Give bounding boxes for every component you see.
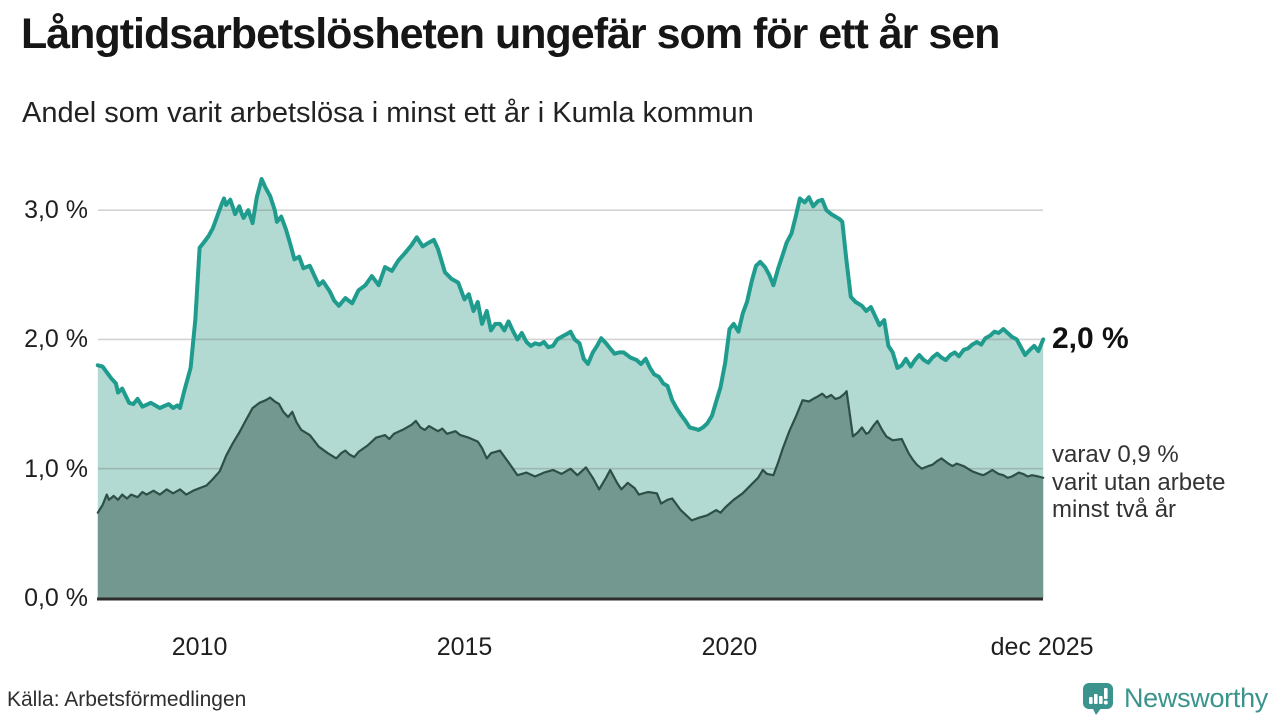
page-title: Långtidsarbetslösheten ungefär som för e… — [21, 10, 1000, 58]
newsworthy-logo: Newsworthy — [1080, 680, 1268, 716]
newsworthy-icon — [1080, 680, 1116, 716]
secondary-series-annotation: varav 0,9 % varit utan arbete minst två … — [1052, 441, 1226, 523]
end-value-label: 2,0 % — [1052, 322, 1129, 356]
y-axis-tick-label: 1,0 % — [24, 454, 88, 483]
y-axis-tick-label: 0,0 % — [24, 584, 88, 612]
x-axis-tick-label: 2010 — [171, 633, 228, 661]
newsworthy-wordmark: Newsworthy — [1123, 682, 1268, 713]
x-axis-tick-label: 2015 — [436, 633, 493, 661]
page-subtitle: Andel som varit arbetslösa i minst ett å… — [22, 97, 754, 129]
x-axis-tick-label: 2020 — [701, 633, 758, 661]
y-axis-tick-label: 3,0 % — [24, 196, 88, 225]
source-text: Källa: Arbetsförmedlingen — [7, 688, 247, 711]
x-axis-tick-label: dec 2025 — [990, 633, 1094, 661]
y-axis-tick-label: 2,0 % — [24, 325, 88, 354]
